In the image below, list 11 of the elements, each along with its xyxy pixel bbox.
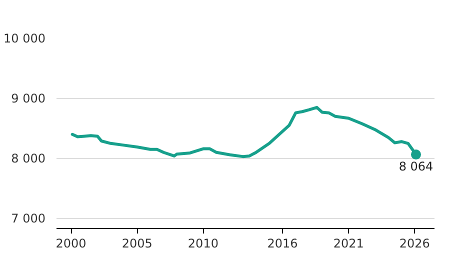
x-tick-label: 2026 — [399, 236, 430, 250]
y-tick-label: 10 000 — [4, 32, 46, 46]
x-tick-label: 2010 — [188, 236, 218, 250]
y-tick-label: 8 000 — [11, 151, 46, 166]
x-tick-label: 2021 — [333, 236, 364, 250]
y-tick-label: 9 000 — [11, 91, 46, 106]
data-label: 8 064 — [398, 160, 434, 174]
x-tick-label: 2016 — [267, 236, 298, 250]
x-tick-label: 2005 — [122, 236, 152, 250]
y-tick-label: 7 000 — [11, 211, 46, 226]
x-tick-label: 2000 — [56, 236, 86, 250]
